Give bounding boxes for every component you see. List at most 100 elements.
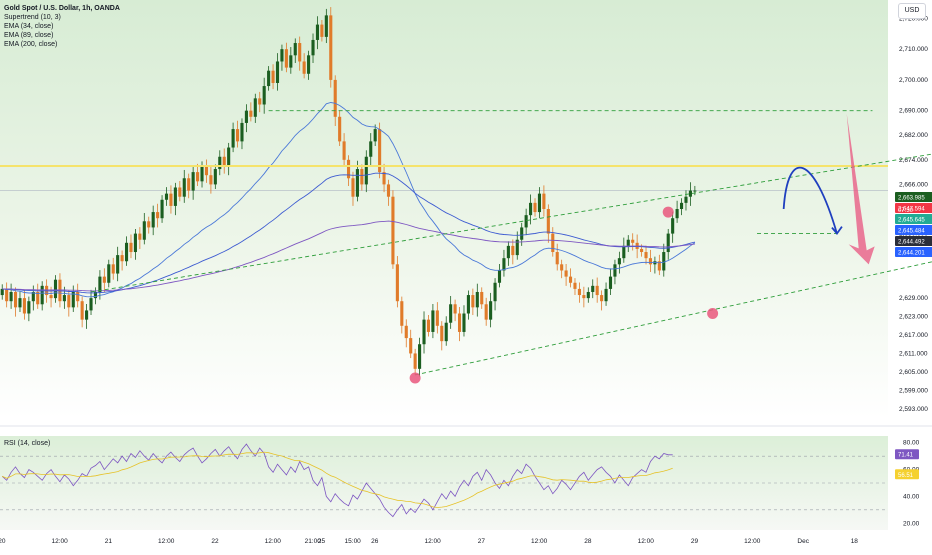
candle-body (524, 215, 528, 228)
candle-body (533, 202, 537, 213)
candle-body (262, 86, 266, 105)
candle-body (542, 193, 546, 209)
candle-body (511, 245, 515, 256)
candle-body (311, 39, 315, 56)
candle-body (471, 295, 475, 308)
candle-body (31, 291, 35, 302)
candle-body (142, 221, 146, 240)
candle-body (555, 252, 559, 265)
candle-body (320, 24, 324, 37)
price-tick-label: 2,674.000 (899, 157, 928, 164)
candle-body (333, 79, 337, 117)
candle-body (608, 276, 613, 289)
time-tick-label: 12:00 (158, 538, 175, 545)
candle-body (182, 178, 186, 197)
price-badge (895, 225, 932, 235)
rsi-ma-label: 56.51 (898, 473, 914, 479)
candle-body (151, 212, 155, 228)
candle-body (648, 258, 653, 265)
candle-body (453, 304, 457, 314)
candle-body (671, 218, 675, 234)
candle-body (102, 276, 106, 283)
indicator-ema-89[interactable]: EMA (89, close) (4, 32, 54, 39)
candle-body (475, 291, 479, 308)
price-tick-label: 2,682.000 (899, 132, 928, 139)
candle-body (244, 110, 248, 123)
ema-line-89 (2, 172, 696, 294)
candle-body (520, 227, 524, 240)
candle-body (435, 310, 439, 326)
candle-body (395, 264, 399, 302)
candle-body (218, 156, 222, 170)
candle-body (107, 264, 111, 283)
price-badge (895, 236, 932, 246)
candle-body (378, 129, 382, 173)
candle-body (173, 187, 177, 206)
price-tick-label: 2,629.000 (899, 295, 928, 302)
candle-body (373, 129, 377, 142)
candle-body (675, 209, 679, 219)
price-tick-label: 2,611.000 (899, 350, 928, 357)
candle-body (346, 159, 351, 179)
projection-arrow (782, 166, 838, 234)
candle-body (515, 239, 519, 256)
candle-body (617, 258, 621, 265)
candle-body (76, 291, 80, 302)
indicator-ema-200[interactable]: EMA (200, close) (4, 41, 58, 48)
candle-body (124, 242, 129, 262)
candle-body (364, 156, 368, 185)
candle-body (457, 313, 462, 332)
candle-body (222, 156, 226, 166)
main-pane-bg (0, 0, 888, 418)
price-badge-label: 2,645.645 (898, 218, 925, 224)
rsi-ma-line (2, 451, 673, 508)
candle-body (9, 291, 13, 302)
candle-body (653, 261, 657, 265)
candle-body (537, 193, 542, 213)
candle-body (169, 193, 173, 206)
time-tick-label: 28 (584, 538, 592, 545)
candle-body (657, 261, 661, 271)
candle-body (351, 178, 355, 197)
price-badge-label: 2,645.484 (898, 229, 925, 235)
time-tick-label: 12:00 (52, 538, 69, 545)
candle-body (249, 110, 253, 117)
time-tick-label: 21:00 (305, 538, 322, 545)
indicator-ema-34[interactable]: EMA (34, close) (4, 23, 54, 30)
candle-body (466, 295, 470, 314)
candle-body (298, 43, 302, 62)
candle-body (529, 202, 533, 216)
indicator-supertrend[interactable]: Supertrend (10, 3) (4, 14, 61, 21)
candle-body (293, 43, 297, 56)
candle-body (338, 116, 342, 142)
candle-body (640, 248, 644, 253)
candle-body (231, 129, 235, 148)
currency-button[interactable]: USD (898, 3, 926, 19)
rsi-value-badge (895, 449, 919, 460)
candle-body (360, 169, 364, 185)
candle-body (391, 196, 395, 265)
candle-body (400, 301, 404, 326)
projection-arrow-head (831, 226, 843, 236)
rsi-value-label: 71.41 (898, 453, 914, 459)
candle-body (355, 169, 359, 197)
channel-line (90, 153, 932, 293)
candle-body (591, 285, 595, 292)
price-tick-label: 2,690.000 (899, 108, 928, 115)
candle-body (89, 298, 93, 311)
candle-body (240, 122, 244, 142)
candle-body (129, 242, 133, 253)
candle-body (302, 61, 306, 74)
candle-body (187, 178, 191, 191)
price-tick-label: 2,700.000 (899, 77, 928, 84)
candle-body (258, 98, 262, 105)
candle-body (253, 98, 257, 117)
time-tick-label: 20 (0, 538, 6, 545)
candle-body (577, 288, 581, 296)
candle-body (404, 325, 408, 339)
price-tick-label: 2,710.000 (899, 46, 928, 53)
candle-body (462, 313, 466, 332)
time-tick-label: 27 (478, 538, 486, 545)
